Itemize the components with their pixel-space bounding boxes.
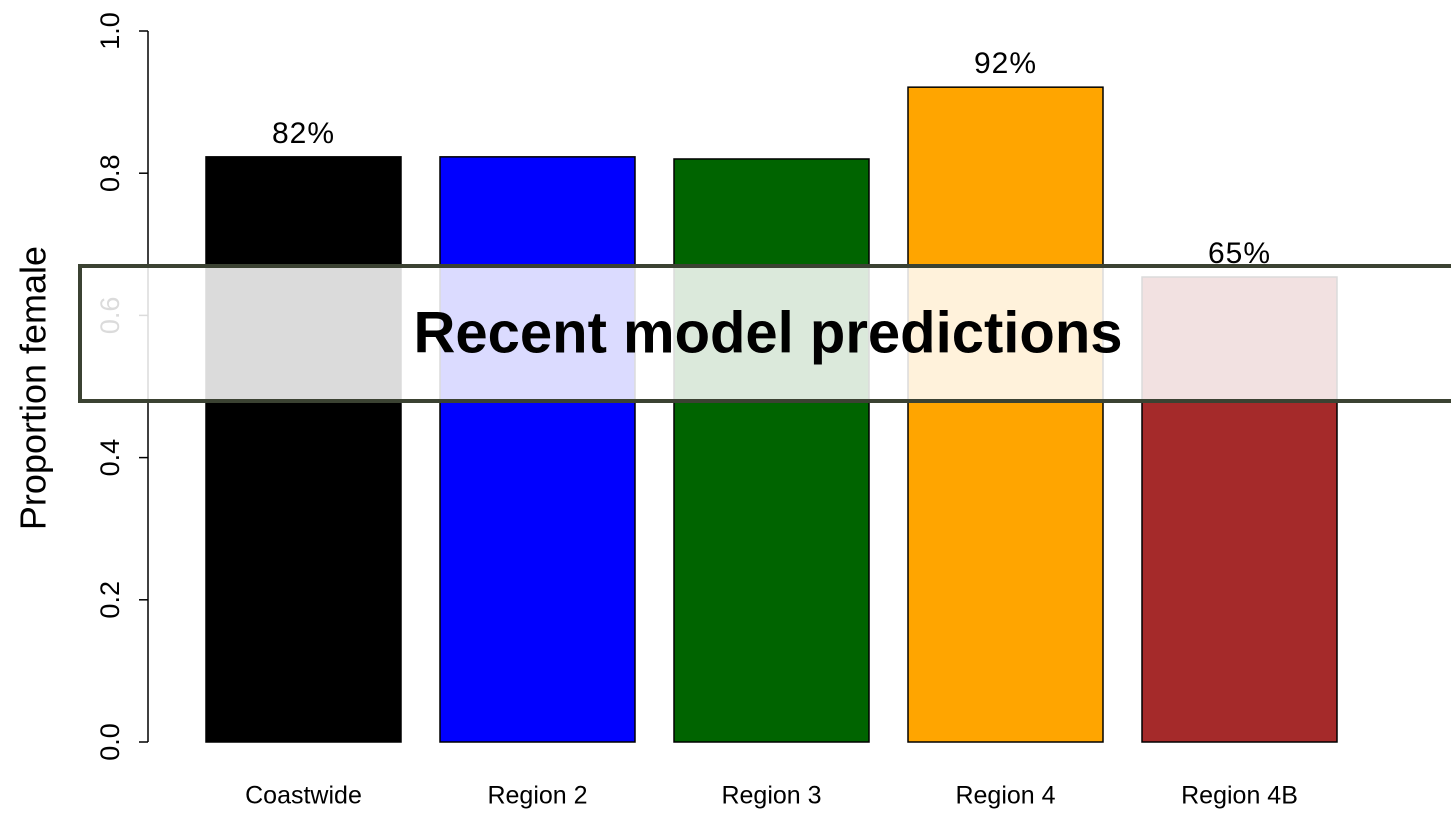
y-axis-label: Proportion female [13, 246, 54, 530]
y-tick-label: 0.4 [95, 439, 125, 477]
y-tick-label: 1.0 [95, 12, 125, 50]
x-tick-label: Region 2 [487, 782, 587, 810]
bar [907, 86, 1104, 743]
value-label: 82% [272, 117, 335, 150]
value-label: 92% [974, 47, 1037, 80]
bar [673, 158, 870, 743]
y-tick-label: 0.2 [95, 581, 125, 619]
x-tick-label: Coastwide [245, 782, 362, 810]
x-tick-label: Region 4 [955, 782, 1055, 810]
x-tick-label: Region 4B [1181, 782, 1298, 810]
annotation-box [78, 264, 1451, 403]
x-tick-label: Region 3 [721, 782, 821, 810]
annotation: Recent model predictions [413, 300, 1122, 365]
bar [205, 156, 402, 743]
y-tick-label: 0.0 [95, 723, 125, 761]
y-tick-label: 0.8 [95, 154, 125, 192]
bar [439, 156, 636, 743]
